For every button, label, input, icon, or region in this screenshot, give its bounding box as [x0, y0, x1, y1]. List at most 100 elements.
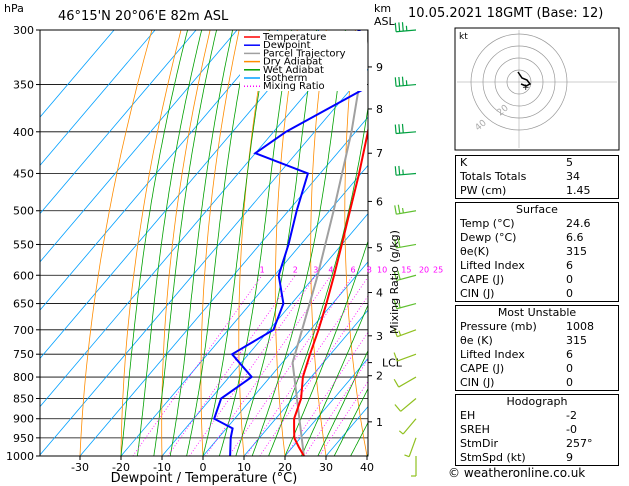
index-label: PW (cm): [460, 184, 507, 197]
legend-label: Isotherm: [263, 73, 307, 84]
wind-barb: [393, 352, 417, 362]
index-label: Totals Totals: [460, 170, 527, 183]
surface-value: 6.6: [566, 231, 584, 244]
most-unstable-row: θe (K) 315: [456, 334, 618, 348]
wind-barb-shaft: [396, 243, 417, 249]
isotherm-line: [40, 30, 156, 167]
legend-label: Dry Adiabat: [263, 57, 322, 68]
wet-adiabat-line: [186, 30, 251, 456]
pressure-tick-label: 950: [13, 432, 34, 445]
most-unstable-box: Most Unstable Pressure (mb) 1008 θe (K) 31…: [455, 305, 619, 391]
pressure-tick-label: 900: [13, 413, 34, 426]
wet-adiabat-line: [120, 30, 188, 456]
parcel-trajectory-line: [291, 30, 368, 456]
height-unit-label: km: [374, 2, 391, 15]
most-unstable-row: Pressure (mb) 1008: [456, 320, 618, 334]
mixing-ratio-label: 10: [377, 265, 387, 274]
mixing-ratio-label: 25: [433, 265, 443, 274]
wind-barb: [404, 437, 417, 458]
temperature-tick-label: -20: [112, 461, 130, 474]
surface-label: Lifted Index: [460, 259, 525, 272]
wind-barb-feather: [394, 22, 397, 32]
mixing-ratio-label: 6: [350, 265, 355, 274]
wind-barb-feather: [398, 330, 402, 336]
legend-label: Temperature: [262, 32, 326, 43]
wind-barb-shaft: [398, 376, 417, 388]
pressure-tick-label: 1000: [6, 450, 34, 463]
mixing-ratio-line: [245, 276, 368, 456]
hodograph-param-row: EH -2: [456, 409, 618, 423]
wind-barb: [394, 76, 417, 87]
hodograph-param-value: 257°: [566, 437, 593, 450]
mixing-ratio-label: 8: [367, 265, 372, 274]
surface-label: Temp (°C): [460, 217, 515, 230]
wind-barb: [393, 327, 417, 338]
background-lines: [40, 30, 368, 456]
height-tick-label: 2: [376, 370, 383, 383]
wind-barb-feather: [398, 165, 401, 175]
most-unstable-label: Pressure (mb): [460, 320, 537, 333]
surface-value: 6: [566, 259, 573, 272]
mixing-ratio-label: 20: [419, 265, 429, 274]
legend-label: Dewpoint: [263, 40, 311, 51]
height-tick-label: 3: [376, 330, 383, 343]
height-tick-label: 9: [376, 61, 383, 74]
wet-adiabat-line: [169, 30, 233, 456]
surface-row: CAPE (J) 0: [456, 273, 618, 287]
wind-barb-feather: [393, 327, 398, 337]
most-unstable-row: CAPE (J) 0: [456, 362, 618, 376]
temperature-tick-label: 30: [319, 461, 333, 474]
most-unstable-label: θe (K): [460, 334, 493, 347]
temperature-line: [293, 126, 368, 456]
wind-barb: [394, 123, 417, 135]
wind-barb-feather: [401, 22, 404, 32]
pressure-tick-label: 650: [13, 298, 34, 311]
hodograph-param-label: StmSpd (kt): [460, 451, 526, 464]
pressure-unit-label: hPa: [4, 2, 24, 15]
hodograph-param-row: StmDir 257°: [456, 437, 618, 451]
isotherm-line: [284, 357, 368, 456]
pressure-tick-label: 750: [13, 348, 34, 361]
wet-adiabat-line: [153, 30, 217, 456]
height-tick-label: 6: [376, 195, 383, 208]
wind-barb: [394, 238, 417, 249]
mixing-ratio-label: 1: [260, 265, 265, 274]
location-title: 46°15'N 20°06'E 82m ASL: [58, 9, 229, 24]
temperature-tick-label: 10: [237, 461, 251, 474]
surface-row: Dewp (°C) 6.6: [456, 231, 618, 245]
dry-adiabat-line: [238, 30, 269, 456]
profiles: [212, 30, 368, 456]
hodograph-param-label: SREH: [460, 423, 490, 436]
wind-barbs: [393, 22, 417, 477]
height-tick-label: 5: [376, 242, 383, 255]
wind-barb-feather: [401, 76, 404, 86]
wind-barb: [394, 22, 417, 33]
index-row: Totals Totals 34: [456, 170, 618, 184]
pressure-tick-label: 300: [13, 24, 34, 37]
wind-barb-feather: [398, 22, 401, 32]
height-tick-label: LCL: [382, 357, 403, 370]
hodograph-param-row: SREH -0: [456, 423, 618, 437]
wind-barb: [394, 398, 417, 412]
surface-row: Lifted Index 6: [456, 259, 618, 273]
temperature-tick-label: 40: [360, 461, 374, 474]
hodograph: kt 20 40 +: [454, 27, 620, 151]
most-unstable-value: 1008: [566, 320, 594, 333]
surface-value: 24.6: [566, 217, 591, 230]
most-unstable-row: Lifted Index 6: [456, 348, 618, 362]
wind-barb-feather: [397, 270, 401, 280]
isotherm-line: [40, 30, 320, 359]
surface-title: Surface: [516, 203, 558, 216]
hodograph-param-label: EH: [460, 409, 476, 422]
wind-barb-shaft: [397, 353, 417, 362]
mixing-ratio-line: [132, 275, 263, 456]
surface-label: CAPE (J): [460, 273, 505, 286]
height-tick-label: 1: [376, 416, 383, 429]
most-unstable-value: 315: [566, 334, 587, 347]
temperature-tick-label: 20: [278, 461, 292, 474]
mixing-ratio-label: 15: [401, 265, 411, 274]
height-unit-sub-label: ASL: [374, 15, 396, 28]
dry-adiabat-line: [79, 30, 153, 456]
